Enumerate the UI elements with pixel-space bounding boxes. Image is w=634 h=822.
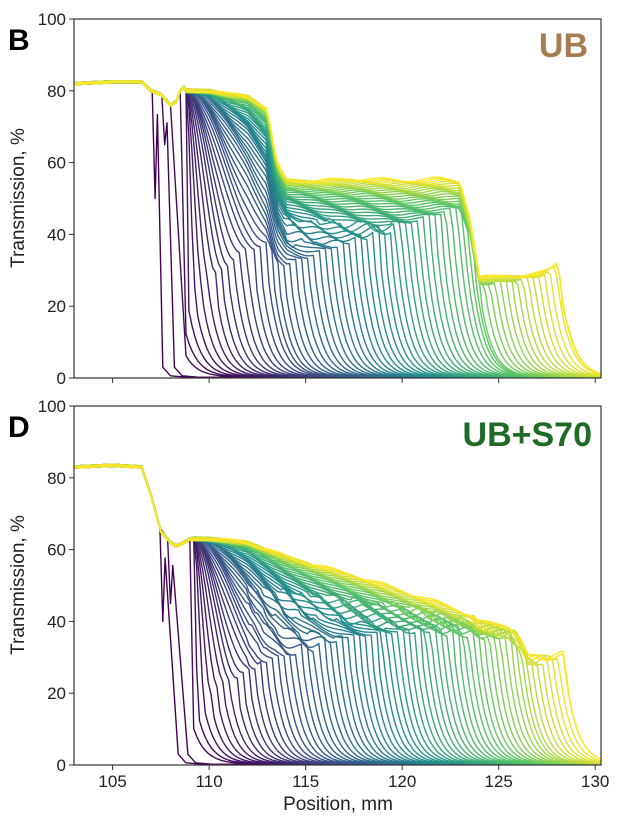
- x-tick-label: 125: [485, 772, 513, 791]
- y-tick-label: 100: [38, 10, 66, 29]
- series-line: [74, 81, 601, 378]
- y-axis-title: Transmission, %: [8, 515, 29, 655]
- plot-area: [74, 406, 601, 765]
- y-tick-label: 80: [47, 82, 66, 101]
- panel-tag: UB+S70: [463, 416, 592, 454]
- curve-group: [74, 80, 601, 378]
- y-tick-label: 80: [47, 469, 66, 488]
- x-tick-label: 105: [98, 772, 126, 791]
- y-tick-label: 40: [47, 225, 66, 244]
- series-line: [74, 463, 601, 762]
- x-tick-label: 110: [196, 772, 223, 791]
- y-tick-label: 20: [47, 684, 66, 703]
- tick-group: 0 20 40 60 80 100: [38, 10, 596, 388]
- x-tick-label: 115: [292, 772, 319, 791]
- panel-letter: B: [8, 24, 30, 57]
- series-line: [74, 82, 601, 375]
- panel-letter: D: [8, 411, 30, 444]
- y-tick-label: 40: [47, 612, 66, 631]
- x-tick-label: 130: [581, 772, 609, 791]
- y-tick-label: 20: [47, 297, 66, 316]
- y-tick-label: 60: [47, 541, 66, 560]
- plot-frame: [73, 405, 602, 766]
- series-line: [74, 465, 601, 760]
- y-tick-label: 0: [57, 756, 66, 775]
- y-axis-title: Transmission, %: [8, 128, 29, 268]
- y-tick-label: 60: [47, 154, 66, 173]
- x-axis-title: Position, mm: [283, 794, 393, 815]
- curve-group: [74, 463, 601, 765]
- panel-b: 0 20 40 60 80 100 B UB Transmission, %: [8, 10, 602, 388]
- plot-frame: [73, 18, 602, 379]
- x-tick-label: 120: [388, 772, 416, 791]
- y-tick-label: 0: [57, 369, 66, 388]
- panel-tag: UB: [539, 27, 588, 65]
- tick-group: 0 20 40 60 80 100 105 110 115 120 125 130: [38, 397, 610, 791]
- y-tick-label: 100: [38, 397, 66, 416]
